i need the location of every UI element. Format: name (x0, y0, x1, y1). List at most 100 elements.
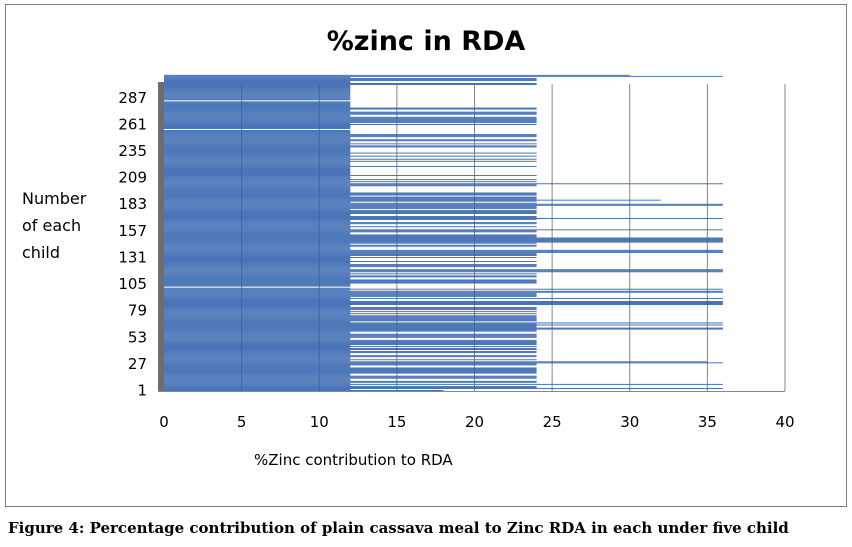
bar (164, 288, 723, 290)
bar (164, 175, 537, 177)
bar (164, 301, 723, 302)
bar (164, 282, 537, 284)
bar (164, 165, 537, 167)
bar (164, 149, 351, 151)
bar (164, 131, 351, 133)
bar (164, 180, 351, 182)
bar (164, 162, 351, 164)
bar (164, 271, 723, 273)
bar (164, 235, 537, 237)
bar (164, 365, 351, 367)
bar (164, 200, 537, 202)
bar (164, 313, 537, 315)
bar (164, 113, 537, 115)
bar (164, 98, 351, 100)
bar (164, 93, 351, 95)
chart-title: %zinc in RDA (326, 26, 526, 57)
bar (164, 310, 351, 312)
bar (164, 198, 537, 200)
bar (164, 347, 351, 348)
bar (164, 296, 351, 298)
bar (164, 290, 723, 292)
bar (164, 268, 351, 270)
bar (164, 234, 537, 236)
bar (164, 342, 537, 344)
bar (164, 210, 537, 212)
bar (164, 191, 351, 193)
bar (164, 196, 537, 198)
bar (164, 236, 537, 238)
y-tick-label: 105 (118, 275, 147, 293)
bar (164, 109, 351, 111)
bar (164, 283, 351, 285)
bar (164, 371, 537, 373)
x-tick-label: 10 (310, 413, 329, 431)
bar (164, 306, 351, 308)
bar (164, 275, 537, 277)
bar (164, 386, 537, 388)
bar (164, 327, 723, 329)
bar (164, 356, 537, 358)
bar (164, 321, 351, 323)
bar (164, 240, 723, 242)
bar (164, 259, 351, 260)
bar (164, 364, 537, 366)
bar (164, 383, 723, 385)
bar (164, 293, 537, 295)
bar (164, 215, 351, 216)
y-axis-label-line: Number (22, 189, 87, 208)
bar (164, 136, 537, 138)
bar (164, 123, 537, 125)
bar (164, 194, 537, 196)
bar (164, 352, 537, 354)
bar (164, 315, 537, 317)
bar (164, 75, 723, 77)
bar (164, 360, 351, 362)
bar (164, 309, 537, 311)
bar (164, 256, 351, 257)
bar (164, 104, 351, 106)
bar (164, 251, 723, 253)
bar (164, 90, 351, 92)
bar (164, 307, 537, 309)
bar (164, 363, 537, 365)
bar (164, 86, 351, 87)
bar (164, 318, 537, 320)
bar (164, 164, 351, 166)
bar (164, 107, 537, 109)
bar (164, 174, 351, 175)
bar (164, 254, 537, 256)
bar (164, 112, 537, 114)
bar (164, 99, 351, 101)
bar (164, 265, 537, 267)
bar (164, 110, 351, 112)
bar (164, 145, 537, 147)
y-tick-label: 1 (137, 381, 147, 399)
bar (164, 151, 351, 153)
bar (164, 79, 537, 81)
bar (164, 367, 537, 369)
bar (164, 225, 351, 227)
bar (164, 141, 351, 143)
bar (164, 220, 351, 222)
bar (164, 204, 723, 206)
bar (164, 262, 351, 263)
bar (164, 353, 351, 355)
gridlines (241, 84, 786, 391)
bar (164, 207, 537, 209)
bar (164, 157, 351, 159)
bar (164, 229, 723, 231)
bar (164, 120, 537, 122)
bar (164, 302, 723, 303)
bar (164, 320, 537, 322)
bar (164, 308, 537, 310)
bar (164, 335, 537, 337)
bar (164, 237, 723, 239)
bar (164, 125, 351, 126)
bar (164, 94, 351, 96)
bar (164, 311, 537, 313)
bar (164, 249, 723, 251)
bar (164, 184, 537, 186)
bar (164, 269, 723, 271)
